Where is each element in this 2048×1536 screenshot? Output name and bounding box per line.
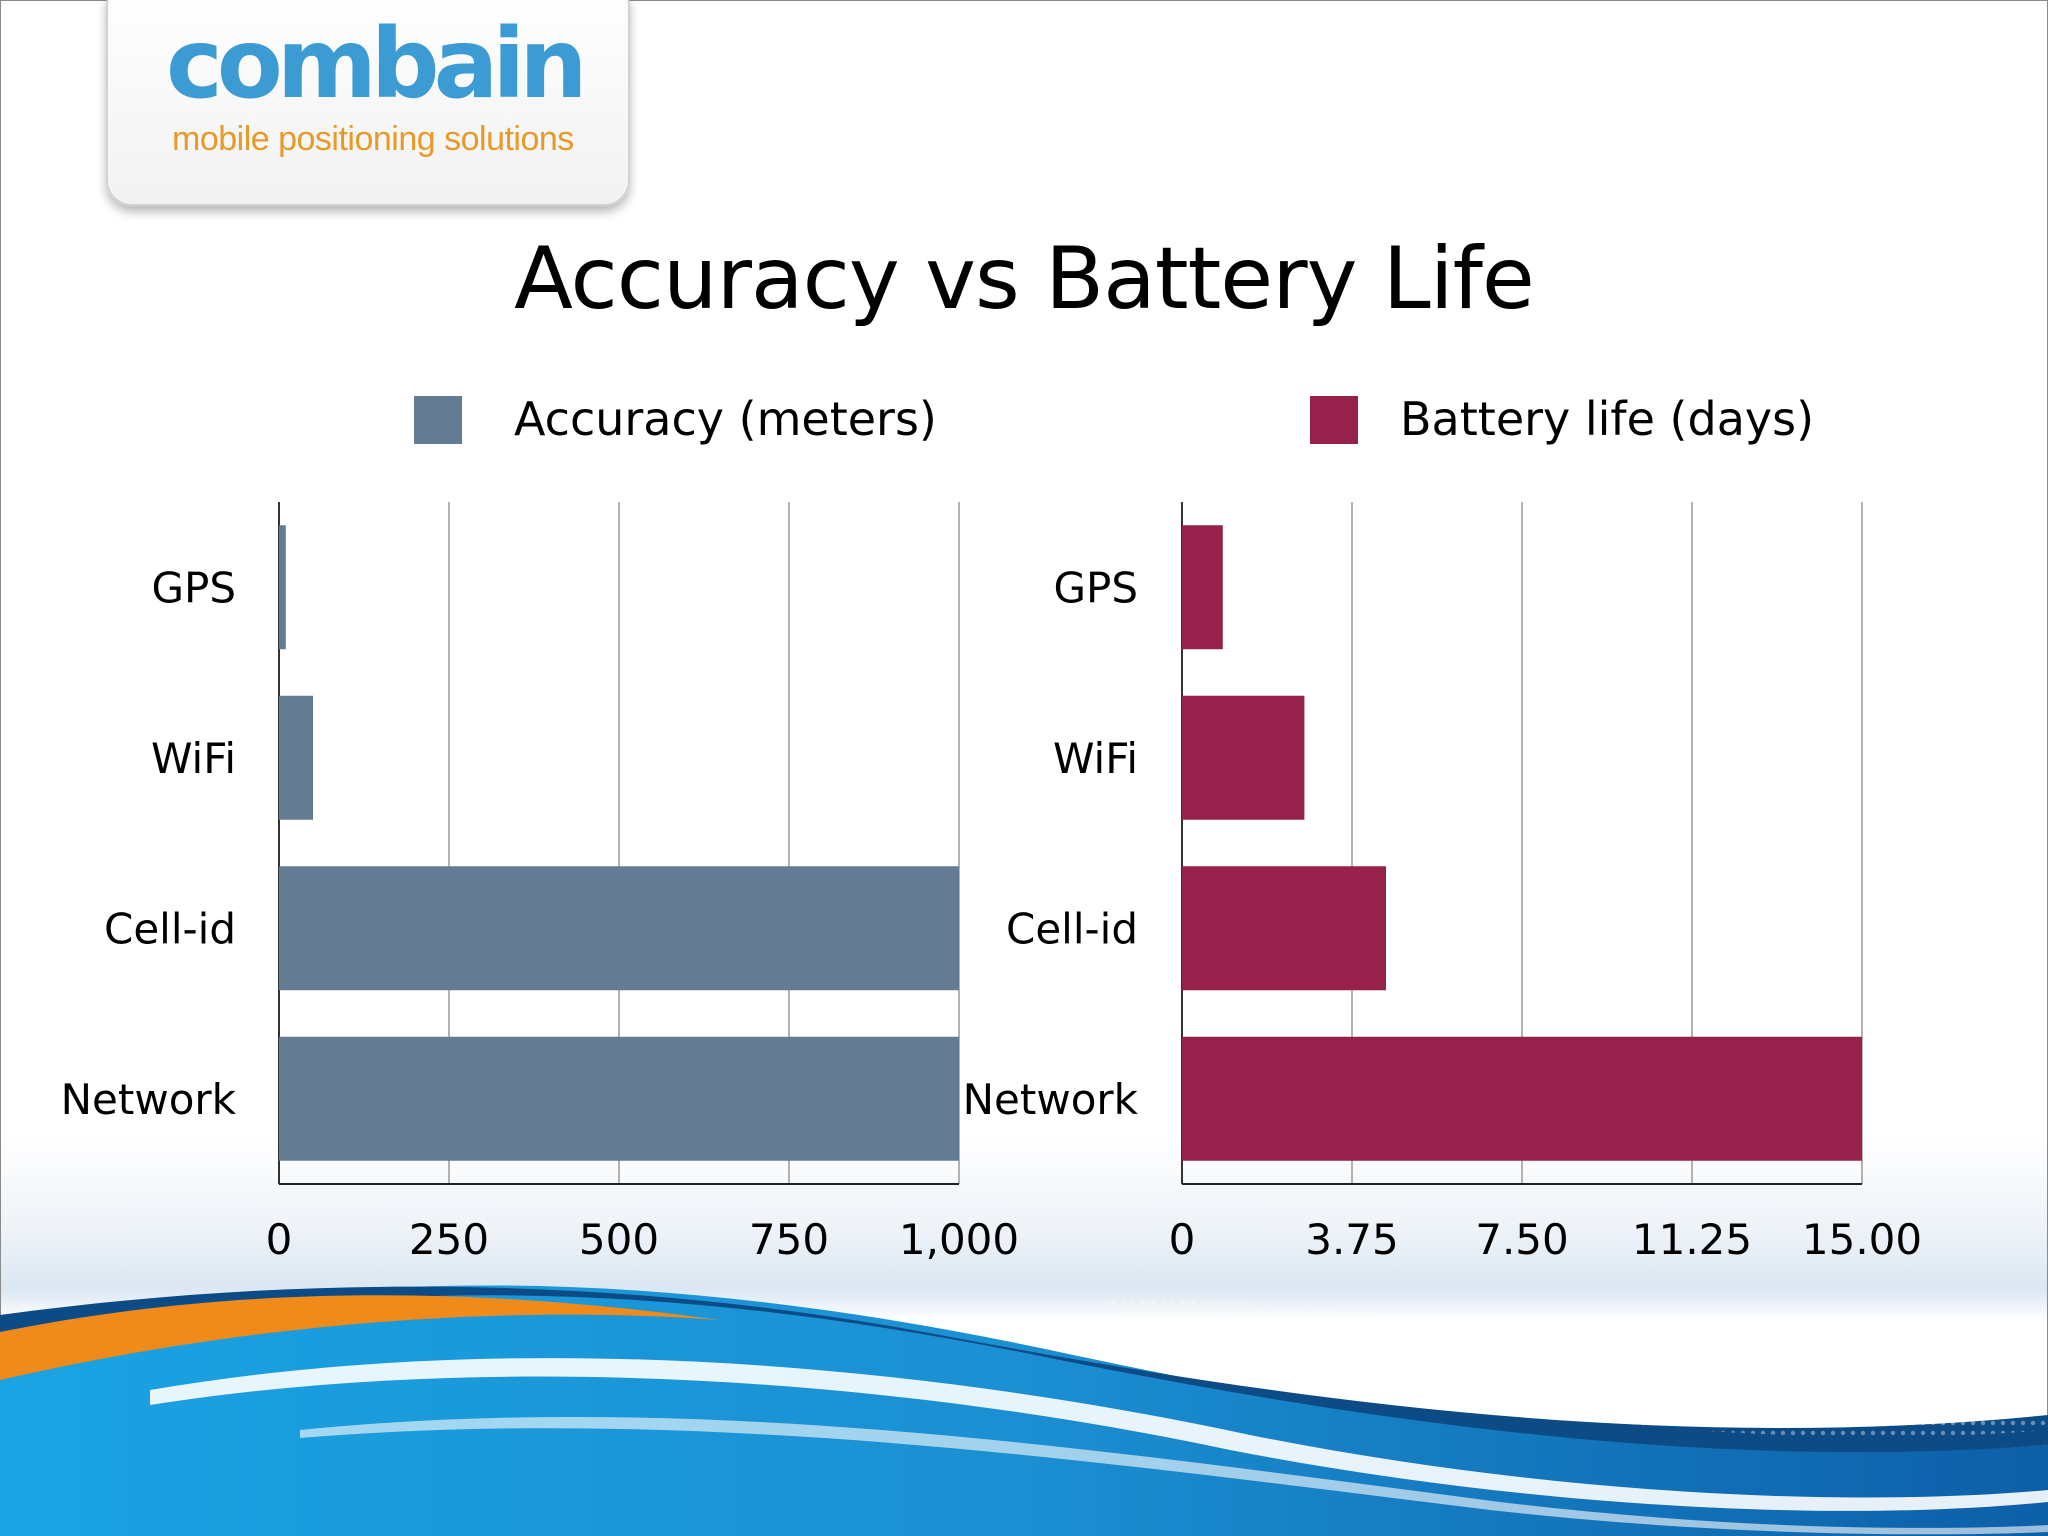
logo-wordmark: combain — [166, 8, 588, 120]
legend-swatch-battery — [1310, 396, 1358, 444]
battery-category-label: WiFi — [1053, 734, 1138, 783]
accuracy-tick-label: 0 — [266, 1215, 293, 1264]
page-title: Accuracy vs Battery Life — [514, 229, 1535, 329]
battery-bar-wifi — [1182, 695, 1305, 820]
accuracy-category-label: Network — [61, 1075, 237, 1124]
battery-tick-label: 7.50 — [1475, 1215, 1569, 1264]
logo: combain mobile positioning solutions — [106, 0, 630, 206]
accuracy-tick-label: 1,000 — [899, 1215, 1019, 1264]
battery-category-label: Network — [963, 1075, 1139, 1124]
accuracy-bar-gps — [279, 525, 286, 650]
accuracy-tick-label: 500 — [579, 1215, 659, 1264]
accuracy-bar-network — [279, 1036, 959, 1161]
accuracy-bar-cell-id — [279, 866, 959, 991]
accuracy-category-label: GPS — [151, 563, 236, 612]
battery-bar-network — [1182, 1036, 1862, 1161]
legend-swatch-accuracy — [414, 396, 462, 444]
accuracy-bar-wifi — [279, 695, 313, 820]
accuracy-category-label: WiFi — [151, 734, 236, 783]
battery-tick-label: 15.00 — [1802, 1215, 1922, 1264]
legend-label-accuracy: Accuracy (meters) — [514, 392, 937, 446]
battery-tick-label: 11.25 — [1632, 1215, 1752, 1264]
legend-label-battery: Battery life (days) — [1400, 392, 1815, 446]
battery-tick-label: 0 — [1169, 1215, 1196, 1264]
battery-category-label: Cell-id — [1006, 904, 1138, 953]
accuracy-tick-label: 750 — [749, 1215, 829, 1264]
battery-category-label: GPS — [1053, 563, 1138, 612]
accuracy-tick-label: 250 — [409, 1215, 489, 1264]
accuracy-category-label: Cell-id — [104, 904, 236, 953]
wave-decoration — [0, 1285, 2048, 1536]
battery-tick-label: 3.75 — [1305, 1215, 1399, 1264]
logo-tagline: mobile positioning solutions — [172, 120, 574, 158]
battery-bar-cell-id — [1182, 866, 1386, 991]
battery-bar-gps — [1182, 525, 1223, 650]
